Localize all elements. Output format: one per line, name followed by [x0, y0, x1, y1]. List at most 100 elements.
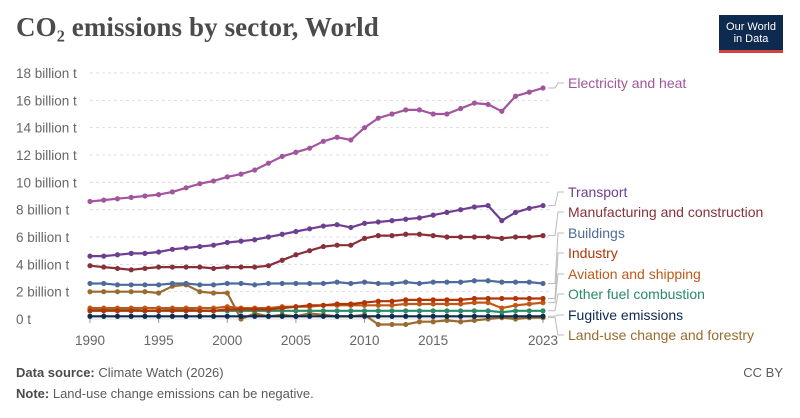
- license-link[interactable]: CC BY: [743, 365, 783, 380]
- data-point[interactable]: [293, 252, 299, 258]
- data-point[interactable]: [444, 308, 450, 314]
- data-point[interactable]: [471, 295, 477, 302]
- data-point[interactable]: [444, 111, 450, 117]
- data-point[interactable]: [361, 300, 368, 306]
- data-point[interactable]: [197, 181, 203, 187]
- data-point[interactable]: [458, 301, 464, 307]
- data-point[interactable]: [142, 308, 148, 314]
- data-point[interactable]: [375, 321, 381, 328]
- data-point[interactable]: [444, 317, 450, 323]
- data-point[interactable]: [389, 298, 395, 304]
- data-point[interactable]: [403, 297, 409, 303]
- data-point[interactable]: [114, 282, 121, 288]
- data-point[interactable]: [389, 308, 395, 314]
- data-point[interactable]: [512, 209, 519, 215]
- data-point[interactable]: [101, 197, 107, 203]
- data-point[interactable]: [389, 280, 395, 287]
- data-point[interactable]: [183, 313, 189, 319]
- data-point[interactable]: [430, 111, 436, 117]
- data-point[interactable]: [169, 246, 175, 252]
- data-point[interactable]: [416, 231, 423, 237]
- data-point[interactable]: [128, 308, 134, 314]
- data-point[interactable]: [265, 263, 272, 269]
- data-point[interactable]: [320, 243, 326, 250]
- data-point[interactable]: [279, 280, 285, 287]
- data-point[interactable]: [197, 308, 203, 314]
- data-point[interactable]: [512, 234, 519, 240]
- data-point[interactable]: [169, 264, 175, 270]
- data-point[interactable]: [403, 321, 409, 328]
- data-point[interactable]: [334, 301, 340, 307]
- data-point[interactable]: [499, 295, 505, 302]
- series-label[interactable]: Fugitive emissions: [568, 307, 683, 323]
- data-point[interactable]: [444, 301, 450, 307]
- data-point[interactable]: [430, 301, 436, 307]
- data-point[interactable]: [307, 248, 313, 254]
- series-label[interactable]: Buildings: [568, 225, 625, 241]
- data-point[interactable]: [403, 308, 409, 314]
- data-point[interactable]: [430, 308, 436, 314]
- data-point[interactable]: [444, 234, 450, 240]
- data-point[interactable]: [87, 280, 93, 287]
- data-point[interactable]: [403, 279, 409, 285]
- series-manufacturing-and-construction[interactable]: [87, 231, 546, 273]
- data-point[interactable]: [485, 278, 491, 284]
- data-point[interactable]: [526, 279, 532, 285]
- data-point[interactable]: [156, 264, 162, 270]
- data-point[interactable]: [252, 264, 258, 270]
- series-line[interactable]: [89, 233, 544, 271]
- data-point[interactable]: [499, 108, 505, 114]
- data-point[interactable]: [293, 149, 299, 155]
- data-point[interactable]: [458, 308, 464, 314]
- series-label[interactable]: Manufacturing and construction: [568, 204, 763, 220]
- data-point[interactable]: [210, 282, 217, 288]
- data-point[interactable]: [458, 313, 464, 319]
- data-point[interactable]: [224, 239, 230, 246]
- data-point[interactable]: [197, 282, 203, 288]
- data-point[interactable]: [416, 319, 423, 325]
- data-point[interactable]: [252, 282, 258, 288]
- series-label[interactable]: Industry: [568, 245, 618, 261]
- data-point[interactable]: [210, 290, 217, 296]
- data-point[interactable]: [403, 313, 409, 319]
- data-point[interactable]: [156, 192, 162, 198]
- data-point[interactable]: [142, 282, 148, 288]
- data-point[interactable]: [334, 279, 340, 285]
- series-line[interactable]: [90, 279, 544, 286]
- data-point[interactable]: [87, 308, 93, 314]
- data-point[interactable]: [307, 226, 313, 232]
- data-point[interactable]: [375, 308, 381, 314]
- data-point[interactable]: [128, 267, 134, 273]
- data-point[interactable]: [224, 264, 230, 270]
- data-point[interactable]: [361, 313, 368, 319]
- data-point[interactable]: [169, 189, 175, 195]
- data-point[interactable]: [485, 308, 491, 314]
- data-point[interactable]: [238, 238, 244, 244]
- data-point[interactable]: [142, 313, 148, 319]
- data-point[interactable]: [334, 222, 340, 228]
- data-point[interactable]: [512, 93, 519, 99]
- data-point[interactable]: [101, 289, 107, 295]
- data-point[interactable]: [279, 313, 285, 319]
- data-point[interactable]: [512, 308, 519, 314]
- data-point[interactable]: [389, 111, 395, 117]
- series-fugitive-emissions[interactable]: [87, 313, 546, 319]
- data-point[interactable]: [87, 263, 93, 269]
- series-label[interactable]: Land-use change and forestry: [568, 327, 754, 343]
- data-point[interactable]: [458, 319, 464, 325]
- data-point[interactable]: [320, 302, 326, 308]
- data-point[interactable]: [375, 233, 381, 239]
- data-point[interactable]: [334, 313, 340, 319]
- data-point[interactable]: [293, 228, 299, 235]
- data-point[interactable]: [320, 138, 326, 144]
- data-point[interactable]: [416, 215, 423, 221]
- data-point[interactable]: [252, 237, 258, 243]
- data-point[interactable]: [293, 308, 299, 314]
- data-point[interactable]: [416, 313, 423, 319]
- data-point[interactable]: [128, 289, 134, 295]
- data-point[interactable]: [430, 233, 436, 239]
- data-point[interactable]: [389, 218, 395, 224]
- data-point[interactable]: [320, 280, 326, 287]
- data-point[interactable]: [293, 304, 299, 310]
- data-point[interactable]: [499, 218, 505, 224]
